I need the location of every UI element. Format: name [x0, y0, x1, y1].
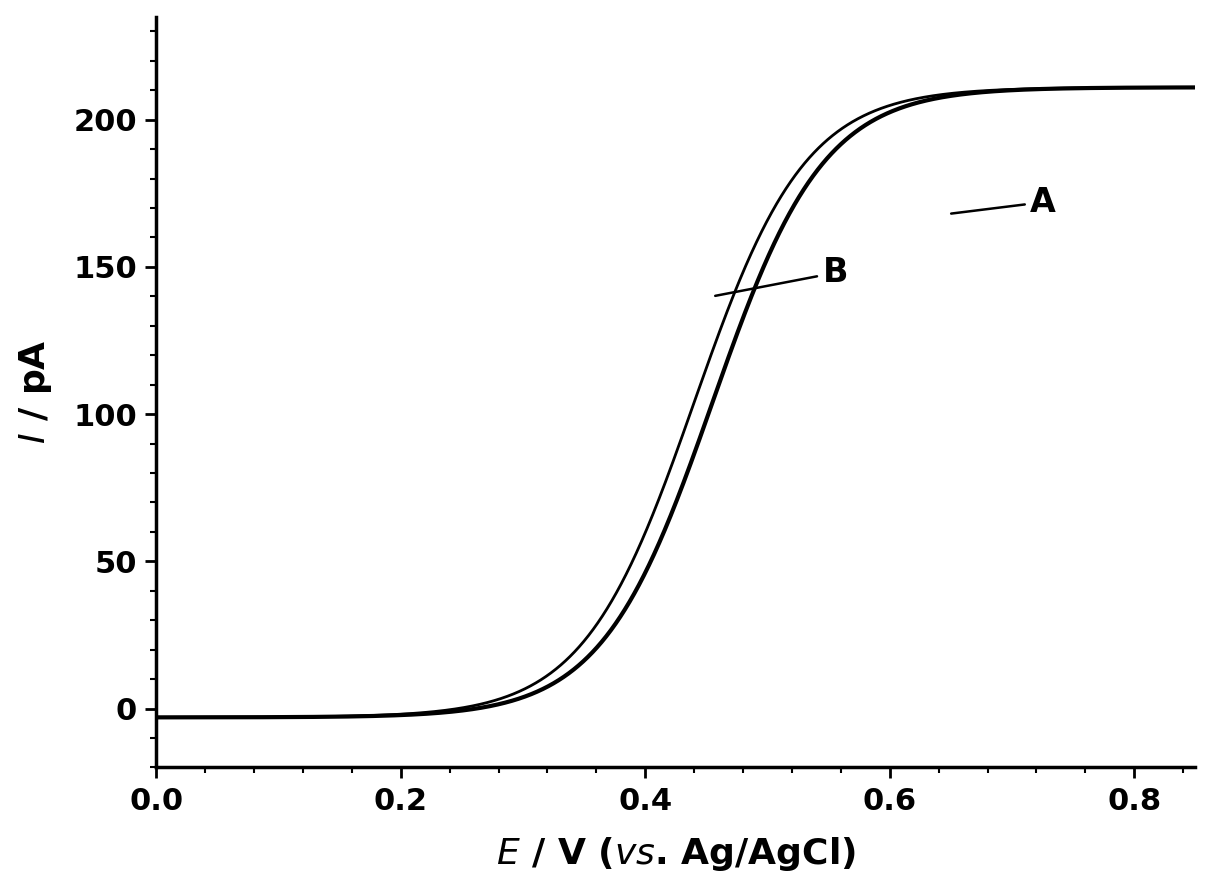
X-axis label: $\mathbf{\it{E}}$ / V ($\mathit{vs}$. Ag/AgCl): $\mathbf{\it{E}}$ / V ($\mathit{vs}$. Ag…	[496, 836, 856, 873]
Y-axis label: $\mathbf{\it{I}}$ / pA: $\mathbf{\it{I}}$ / pA	[17, 340, 53, 444]
Text: B: B	[715, 256, 848, 295]
Text: A: A	[951, 186, 1056, 219]
